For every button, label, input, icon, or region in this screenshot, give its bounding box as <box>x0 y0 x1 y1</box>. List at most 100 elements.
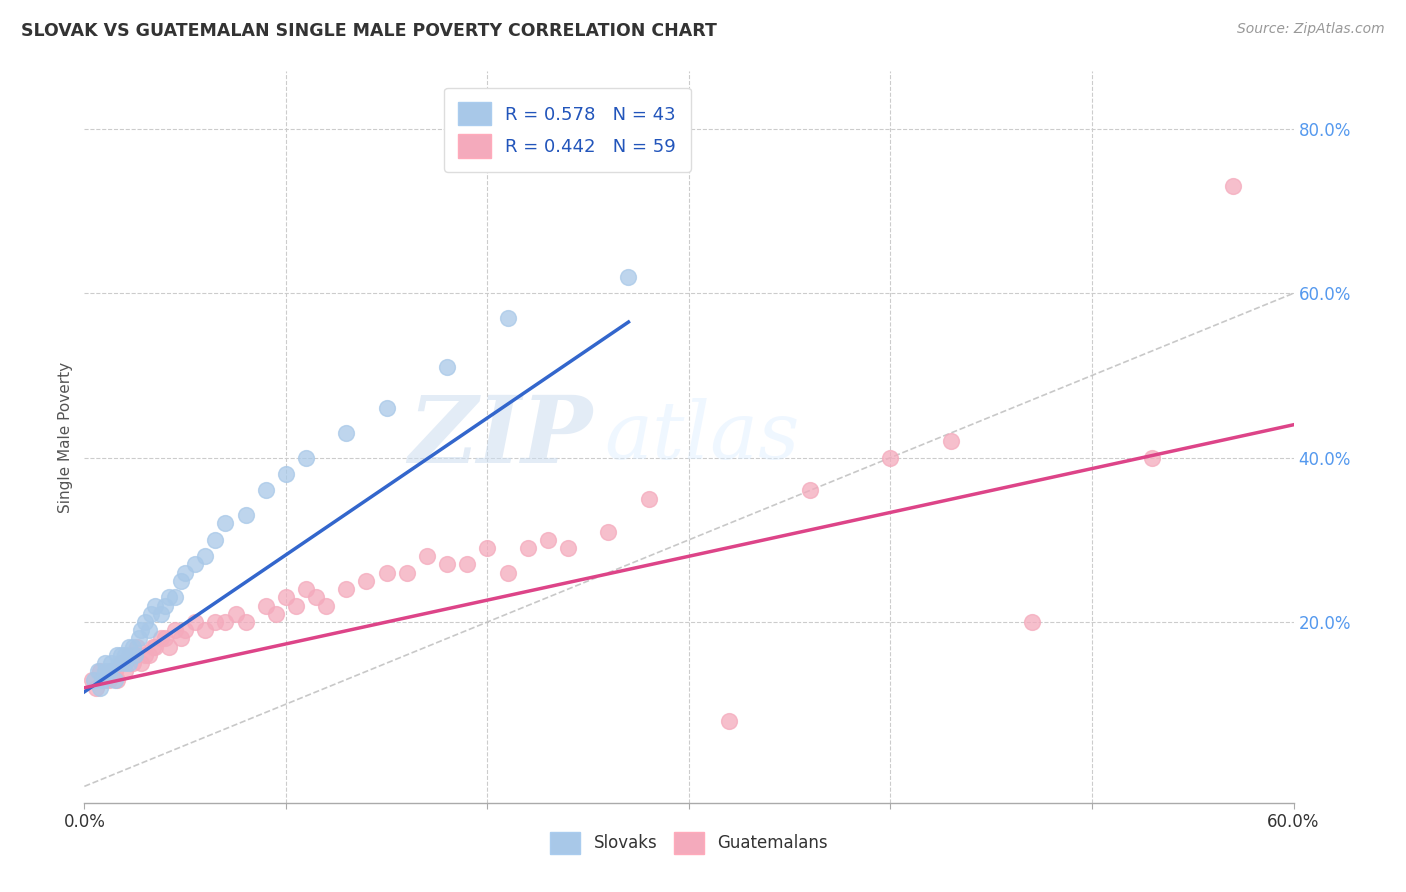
Point <box>375 566 398 580</box>
Point <box>114 656 136 670</box>
Point <box>225 607 247 621</box>
Point <box>149 632 172 646</box>
Point <box>295 450 318 465</box>
Point <box>1021 615 1043 629</box>
Point <box>165 591 187 605</box>
Point <box>637 491 659 506</box>
Point <box>153 632 176 646</box>
Point <box>214 516 236 531</box>
Point <box>335 582 357 596</box>
Point <box>516 541 538 555</box>
Point <box>204 615 226 629</box>
Point <box>375 401 398 416</box>
Point <box>254 599 277 613</box>
Point <box>82 673 104 687</box>
Point <box>264 607 287 621</box>
Point <box>86 681 108 695</box>
Point <box>235 615 257 629</box>
Point <box>718 714 741 728</box>
Point <box>174 566 197 580</box>
Point <box>104 665 127 679</box>
Point <box>879 450 901 465</box>
Point <box>105 673 128 687</box>
Point <box>436 360 458 375</box>
Point <box>97 665 120 679</box>
Point <box>799 483 821 498</box>
Point <box>174 624 197 638</box>
Point <box>1142 450 1164 465</box>
Point <box>124 648 146 662</box>
Point <box>157 591 180 605</box>
Point <box>194 624 217 638</box>
Point <box>93 656 115 670</box>
Point <box>134 648 156 662</box>
Point <box>235 508 257 523</box>
Point <box>416 549 439 564</box>
Point <box>93 673 115 687</box>
Text: SLOVAK VS GUATEMALAN SINGLE MALE POVERTY CORRELATION CHART: SLOVAK VS GUATEMALAN SINGLE MALE POVERTY… <box>21 22 717 40</box>
Point <box>124 648 146 662</box>
Y-axis label: Single Male Poverty: Single Male Poverty <box>58 361 73 513</box>
Point <box>110 656 132 670</box>
Text: ZIP: ZIP <box>408 392 592 482</box>
Point <box>97 673 120 687</box>
Point <box>274 591 297 605</box>
Point <box>214 615 236 629</box>
Point <box>110 648 132 662</box>
Point <box>134 615 156 629</box>
Point <box>305 591 328 605</box>
Point <box>315 599 337 613</box>
Point <box>617 269 640 284</box>
Point <box>143 599 166 613</box>
Point <box>114 648 136 662</box>
Point <box>118 648 141 662</box>
Text: atlas: atlas <box>605 399 800 475</box>
Point <box>285 599 308 613</box>
Point <box>153 599 176 613</box>
Point <box>274 467 297 481</box>
Point <box>335 425 357 440</box>
Point <box>114 665 136 679</box>
Point <box>436 558 458 572</box>
Point <box>356 574 378 588</box>
Point <box>125 640 148 654</box>
Point <box>128 632 150 646</box>
Point <box>118 640 141 654</box>
Point <box>149 607 172 621</box>
Point <box>142 640 165 654</box>
Point <box>104 673 127 687</box>
Point <box>496 566 519 580</box>
Point <box>129 624 152 638</box>
Point <box>184 615 207 629</box>
Point <box>456 558 478 572</box>
Point <box>100 665 122 679</box>
Point <box>129 656 152 670</box>
Point <box>170 632 193 646</box>
Point <box>138 648 160 662</box>
Point <box>93 665 115 679</box>
Point <box>598 524 620 539</box>
Point <box>100 656 122 670</box>
Point <box>89 681 111 695</box>
Point <box>121 656 143 670</box>
Point <box>105 648 128 662</box>
Point <box>118 656 141 670</box>
Point <box>170 574 193 588</box>
Point <box>87 665 110 679</box>
Point <box>477 541 499 555</box>
Point <box>295 582 318 596</box>
Point <box>91 673 114 687</box>
Point <box>83 673 105 687</box>
Point <box>107 656 129 670</box>
Point <box>184 558 207 572</box>
Text: Source: ZipAtlas.com: Source: ZipAtlas.com <box>1237 22 1385 37</box>
Point <box>121 640 143 654</box>
Point <box>395 566 418 580</box>
Point <box>194 549 217 564</box>
Point <box>157 640 180 654</box>
Point <box>537 533 560 547</box>
Point <box>143 640 166 654</box>
Point <box>254 483 277 498</box>
Point <box>138 624 160 638</box>
Point <box>1222 179 1244 194</box>
